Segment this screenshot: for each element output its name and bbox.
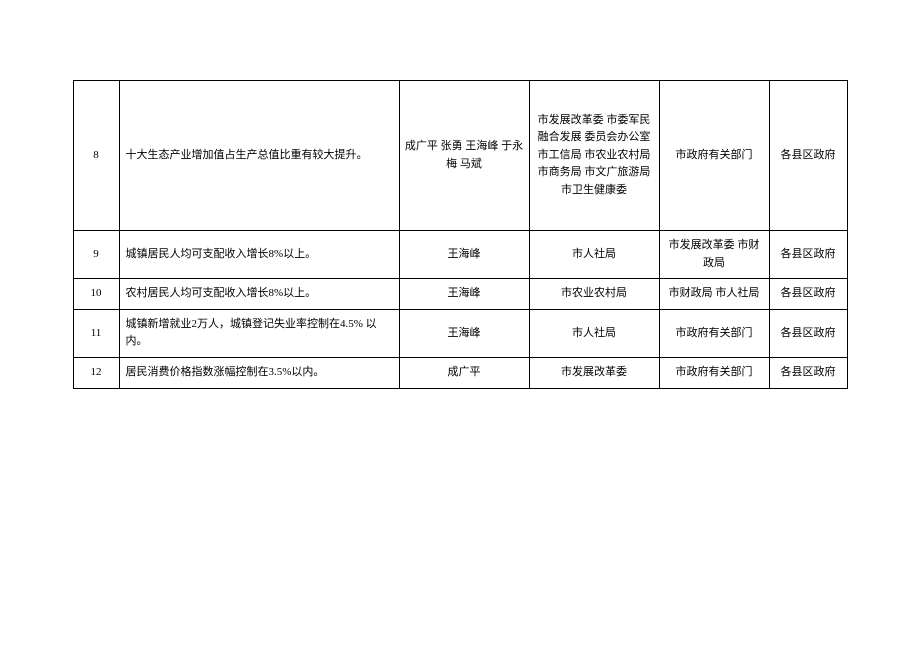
- cell-task: 居民消费价格指数涨幅控制在3.5%以内。: [119, 357, 399, 388]
- cell-leader: 成广平: [399, 357, 529, 388]
- tasks-table: 8 十大生态产业增加值占生产总值比重有较大提升。 成广平 张勇 王海峰 于永梅 …: [73, 80, 848, 389]
- cell-dept: 市发展改革委 市委军民融合发展 委员会办公室 市工信局 市农业农村局 市商务局 …: [529, 81, 659, 231]
- cell-leader: 王海峰: [399, 309, 529, 357]
- cell-num: 8: [73, 81, 119, 231]
- cell-leader: 王海峰: [399, 231, 529, 279]
- cell-county: 各县区政府: [769, 357, 847, 388]
- cell-dept: 市人社局: [529, 309, 659, 357]
- table-row: 9 城镇居民人均可支配收入增长8%以上。 王海峰 市人社局 市发展改革委 市财政…: [73, 231, 847, 279]
- cell-county: 各县区政府: [769, 279, 847, 310]
- cell-dept: 市发展改革委: [529, 357, 659, 388]
- cell-coop: 市发展改革委 市财政局: [659, 231, 769, 279]
- cell-task: 农村居民人均可支配收入增长8%以上。: [119, 279, 399, 310]
- cell-num: 12: [73, 357, 119, 388]
- cell-county: 各县区政府: [769, 309, 847, 357]
- cell-coop: 市政府有关部门: [659, 81, 769, 231]
- cell-num: 10: [73, 279, 119, 310]
- cell-leader: 王海峰: [399, 279, 529, 310]
- cell-task: 十大生态产业增加值占生产总值比重有较大提升。: [119, 81, 399, 231]
- cell-task: 城镇新增就业2万人，城镇登记失业率控制在4.5% 以内。: [119, 309, 399, 357]
- cell-task: 城镇居民人均可支配收入增长8%以上。: [119, 231, 399, 279]
- cell-num: 11: [73, 309, 119, 357]
- cell-county: 各县区政府: [769, 81, 847, 231]
- cell-coop: 市财政局 市人社局: [659, 279, 769, 310]
- table-row: 10 农村居民人均可支配收入增长8%以上。 王海峰 市农业农村局 市财政局 市人…: [73, 279, 847, 310]
- cell-num: 9: [73, 231, 119, 279]
- table-row: 8 十大生态产业增加值占生产总值比重有较大提升。 成广平 张勇 王海峰 于永梅 …: [73, 81, 847, 231]
- cell-county: 各县区政府: [769, 231, 847, 279]
- cell-coop: 市政府有关部门: [659, 309, 769, 357]
- cell-coop: 市政府有关部门: [659, 357, 769, 388]
- cell-dept: 市人社局: [529, 231, 659, 279]
- table-row: 12 居民消费价格指数涨幅控制在3.5%以内。 成广平 市发展改革委 市政府有关…: [73, 357, 847, 388]
- table-row: 11 城镇新增就业2万人，城镇登记失业率控制在4.5% 以内。 王海峰 市人社局…: [73, 309, 847, 357]
- cell-dept: 市农业农村局: [529, 279, 659, 310]
- cell-leader: 成广平 张勇 王海峰 于永梅 马斌: [399, 81, 529, 231]
